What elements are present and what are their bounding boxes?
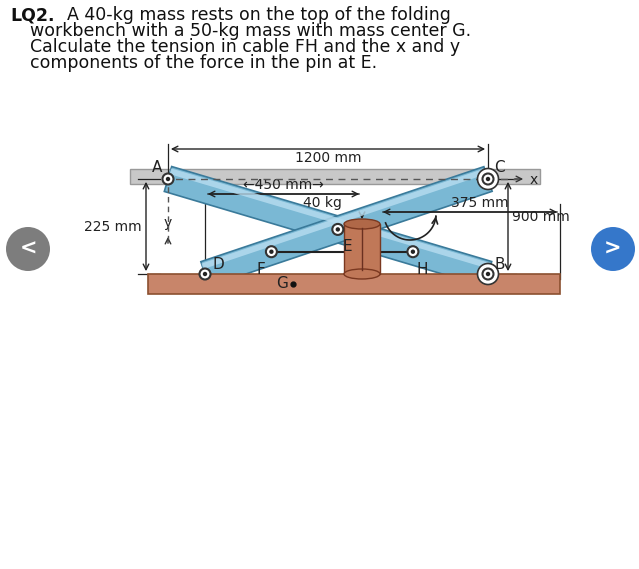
Circle shape [203,272,207,276]
Text: 900 mm: 900 mm [512,209,570,224]
Circle shape [482,174,493,184]
Ellipse shape [344,219,380,229]
Text: 40 kg: 40 kg [303,196,342,210]
Text: A 40-kg mass rests on the top of the folding: A 40-kg mass rests on the top of the fol… [56,6,451,24]
Text: B: B [495,257,505,272]
Circle shape [486,272,490,276]
Text: >: > [604,239,622,259]
Ellipse shape [344,269,380,279]
Circle shape [486,177,490,181]
Text: y: y [164,216,172,230]
Circle shape [6,227,50,271]
Text: F: F [257,262,265,277]
Circle shape [162,174,174,184]
Text: <: < [19,239,37,259]
Text: E: E [343,240,353,254]
Circle shape [166,177,170,181]
Circle shape [335,227,340,232]
Polygon shape [169,168,491,269]
Text: G: G [276,275,288,291]
Circle shape [482,269,493,279]
Circle shape [591,227,635,271]
Text: H: H [417,262,428,277]
Bar [344,224,380,274]
Bar [148,274,560,294]
Polygon shape [201,168,486,269]
Bar [130,169,540,184]
Circle shape [477,168,498,189]
Text: 375 mm: 375 mm [451,196,509,210]
Circle shape [199,269,210,279]
Circle shape [477,263,498,284]
Text: C: C [494,160,505,175]
Text: 225 mm: 225 mm [84,220,142,233]
Circle shape [269,250,273,254]
Text: A: A [151,160,162,175]
Text: ←450 mm→: ←450 mm→ [243,178,324,192]
Circle shape [332,224,343,235]
Text: Calculate the tension in cable FH and the x and y: Calculate the tension in cable FH and th… [30,38,460,56]
Text: components of the force in the pin at E.: components of the force in the pin at E. [30,54,377,72]
Polygon shape [164,167,491,286]
Circle shape [266,246,277,257]
Text: LQ2.: LQ2. [10,6,54,24]
Text: x: x [530,173,538,187]
Polygon shape [201,167,492,286]
Circle shape [408,246,419,257]
Text: D: D [212,257,224,272]
Text: workbench with a 50-kg mass with mass center G.: workbench with a 50-kg mass with mass ce… [30,22,471,40]
Text: 1200 mm: 1200 mm [295,151,361,165]
Circle shape [411,250,415,254]
